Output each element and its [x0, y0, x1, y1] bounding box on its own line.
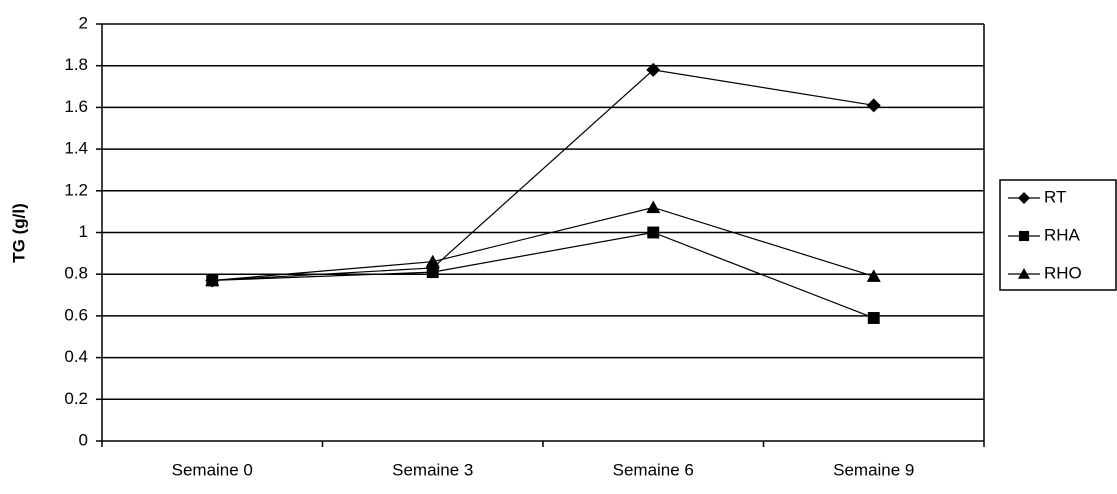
marker [426, 266, 439, 279]
y-tick-label: 1.6 [64, 97, 88, 116]
x-tick-label: Semaine 6 [613, 460, 694, 479]
marker [1018, 192, 1030, 204]
y-tick-label: 2 [79, 13, 88, 32]
y-tick-label: 0.4 [64, 347, 88, 366]
series-line [212, 206, 874, 282]
x-tick-label: Semaine 0 [172, 460, 253, 479]
y-tick-label: 0.8 [64, 264, 88, 283]
marker [646, 62, 661, 77]
marker [867, 312, 880, 324]
legend-label: RT [1044, 187, 1066, 206]
marker [1018, 268, 1030, 279]
y-tick-label: 1 [79, 222, 88, 241]
x-tick-label: Semaine 9 [833, 460, 914, 479]
y-tick-label: 0.6 [64, 305, 88, 324]
y-tick-label: 1.2 [64, 180, 88, 199]
y-tick-label: 1.4 [64, 139, 88, 158]
y-tick-label: 0 [79, 430, 88, 449]
marker [866, 98, 881, 113]
series-line [212, 231, 874, 319]
legend-label: RHA [1044, 225, 1081, 244]
marker [646, 200, 661, 214]
marker [1018, 230, 1030, 242]
y-axis-label: TG (g/l) [9, 203, 28, 262]
marker [205, 273, 220, 287]
y-tick-label: 0.2 [64, 389, 88, 408]
y-tick-label: 1.8 [64, 55, 88, 74]
x-tick-label: Semaine 3 [392, 460, 473, 479]
legend-label: RHO [1044, 263, 1082, 282]
series-line [212, 69, 874, 282]
marker [647, 226, 660, 239]
marker [866, 269, 881, 282]
marker [425, 254, 440, 268]
